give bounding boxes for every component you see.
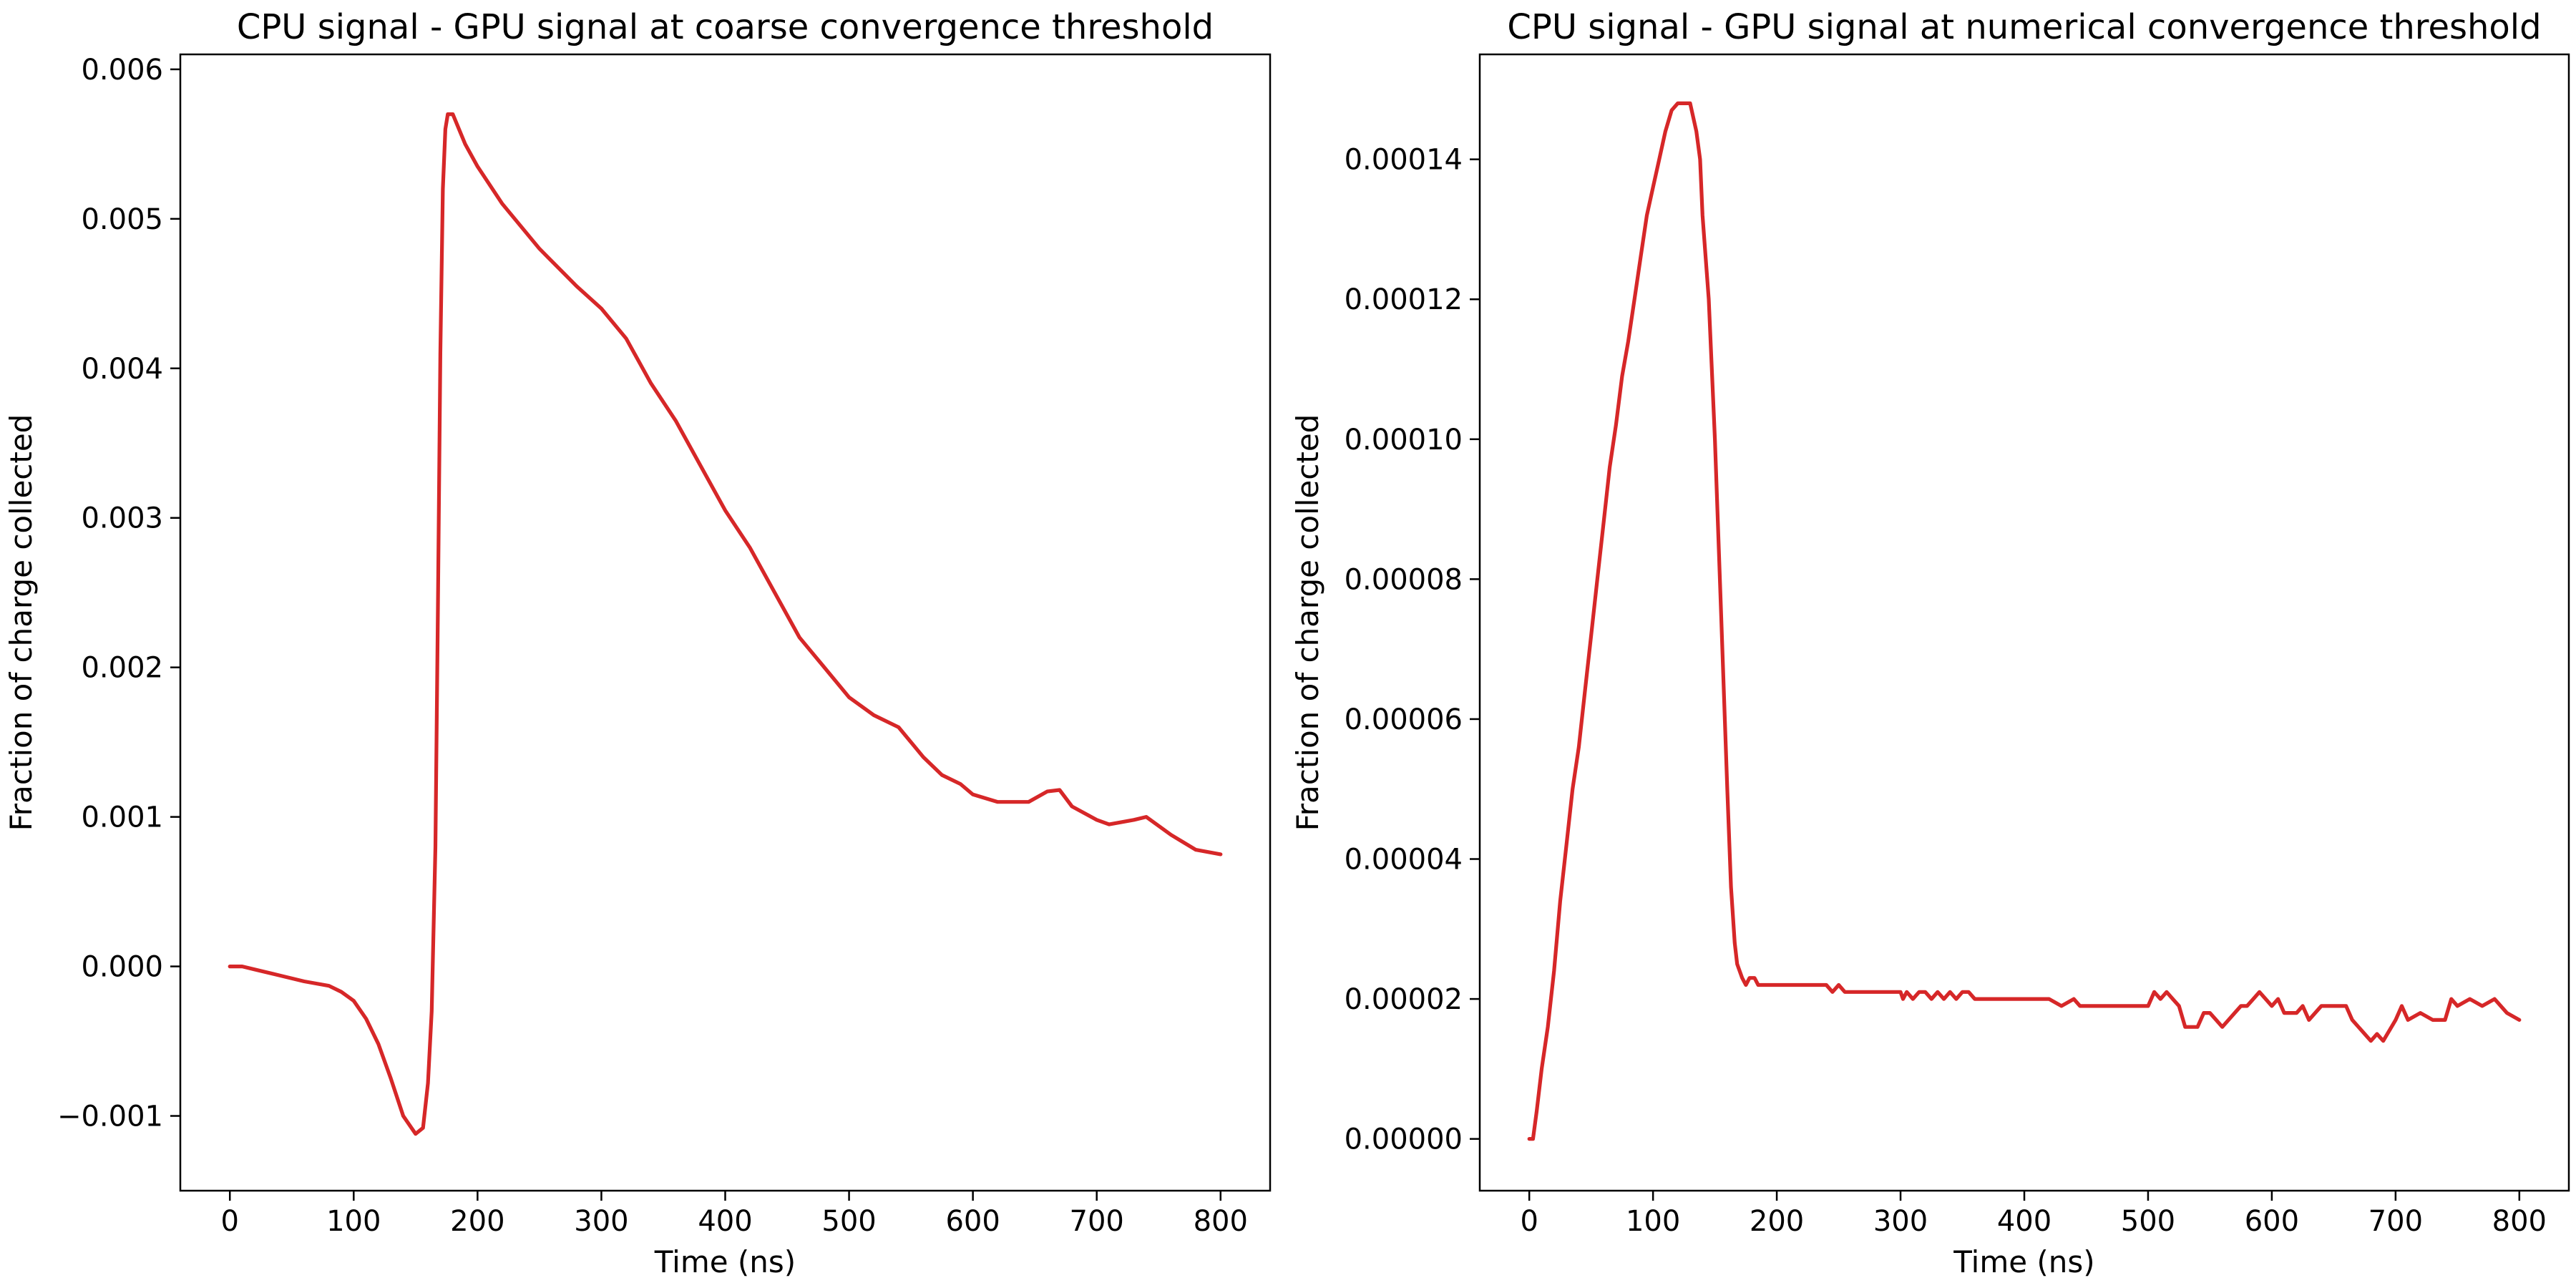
x-tick-label: 400 — [1997, 1205, 2051, 1238]
x-axis-label: Time (ns) — [654, 1244, 796, 1279]
x-tick-label: 0 — [221, 1205, 239, 1238]
y-tick-label: 0.00004 — [1345, 844, 1463, 877]
y-tick-label: 0.003 — [81, 502, 163, 535]
x-tick-label: 100 — [1626, 1205, 1680, 1238]
x-tick-label: 400 — [698, 1205, 752, 1238]
x-axis-label: Time (ns) — [1953, 1244, 2094, 1279]
y-tick-label: 0.00010 — [1345, 424, 1463, 457]
series-line-0 — [228, 112, 1223, 1136]
x-tick-label: 500 — [821, 1205, 876, 1238]
y-tick-label: 0.00002 — [1345, 983, 1463, 1016]
y-tick-label: 0.002 — [81, 652, 163, 685]
y-axis-label: Fraction of charge collected — [4, 414, 39, 831]
x-tick-label: 800 — [2492, 1205, 2547, 1238]
y-tick-label: 0.005 — [81, 203, 163, 236]
x-tick-label: 600 — [2245, 1205, 2299, 1238]
x-tick-label: 300 — [1873, 1205, 1928, 1238]
y-tick-label: 0.00006 — [1345, 703, 1463, 736]
y-tick-label: 0.00008 — [1345, 563, 1463, 596]
right-chart-panel: 0 100 200 300 400 500 600 700 800 0.00000 0.00002 0… — [1290, 7, 2570, 1279]
x-tick-label: 200 — [450, 1205, 504, 1238]
chart-title: CPU signal - GPU signal at numerical con… — [1507, 7, 2541, 47]
y-tick-label: 0.004 — [81, 353, 163, 386]
x-tick-label: 300 — [574, 1205, 628, 1238]
y-tick-label: −0.001 — [57, 1101, 163, 1133]
x-tick-label: 500 — [2121, 1205, 2175, 1238]
y-tick-label: 0.006 — [81, 54, 163, 87]
x-tick-label: 700 — [2368, 1205, 2423, 1238]
series-line-0 — [1527, 101, 2522, 1141]
chart-title: CPU signal - GPU signal at coarse conver… — [237, 7, 1214, 47]
x-tick-label: 600 — [945, 1205, 1000, 1238]
y-tick-label: 0.00014 — [1345, 144, 1463, 177]
x-tick-label: 200 — [1750, 1205, 1804, 1238]
y-tick-label: 0.000 — [81, 951, 163, 984]
x-tick-label: 800 — [1194, 1205, 1248, 1238]
x-tick-label: 100 — [326, 1205, 381, 1238]
y-axis-label: Fraction of charge collected — [1290, 414, 1325, 831]
y-tick-label: 0.001 — [81, 801, 163, 834]
y-tick-label: 0.00012 — [1345, 283, 1463, 316]
left-chart-panel: 0 100 200 300 400 500 600 700 800 −0.001 0.000 0.00… — [4, 7, 1272, 1279]
y-tick-label: 0.00000 — [1345, 1123, 1463, 1156]
x-tick-label: 0 — [1520, 1205, 1538, 1238]
x-tick-label: 700 — [1070, 1205, 1124, 1238]
